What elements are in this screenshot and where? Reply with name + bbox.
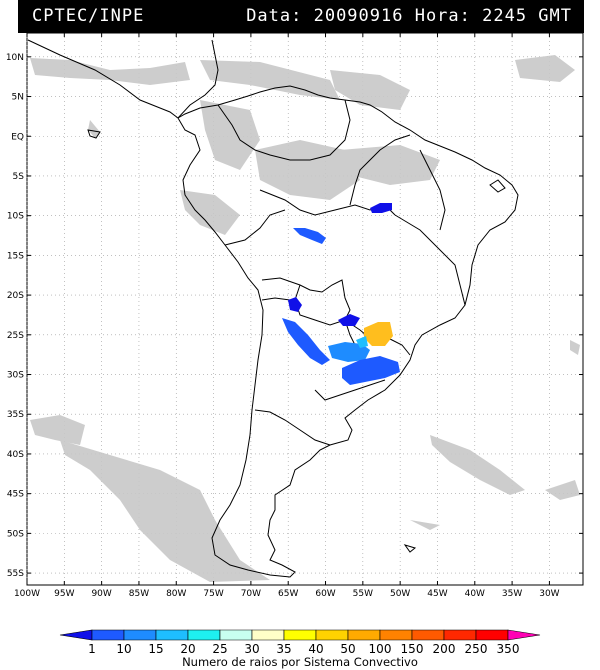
lon-label: 80W (166, 589, 186, 599)
colorbar-segment (507, 629, 541, 641)
colorbar-segment (475, 629, 509, 641)
lat-label: 5N (12, 93, 24, 103)
convective-systems (282, 203, 400, 385)
colorbar-label: 50 (340, 642, 355, 656)
lon-label: 55W (353, 589, 373, 599)
colorbar-label: 35 (276, 642, 291, 656)
colorbar-label: 40 (308, 642, 323, 656)
colorbar-segment (59, 629, 93, 641)
colorbar-label: 100 (369, 642, 392, 656)
colorbar-segment (219, 629, 253, 641)
lon-label: 45W (427, 589, 447, 599)
lat-label: 35S (7, 410, 24, 420)
lat-label: 20S (7, 291, 24, 301)
colorbar-label: 250 (465, 642, 488, 656)
latitude-labels: 10N 5N EQ 5S 10S 15S 20S 25S 30S 35S 40S 45S 50S 55S (6, 53, 24, 579)
colorbar-segment (123, 629, 157, 641)
map-header: CPTEC/INPE Data: 20090916 Hora: 2245 GMT (18, 0, 584, 33)
colorbar-label: 15 (148, 642, 163, 656)
axis-ticks (26, 33, 583, 585)
lon-label: 90W (91, 589, 111, 599)
colorbar-segment (91, 629, 125, 641)
colorbar-segment (347, 629, 381, 641)
map-frame (26, 32, 584, 586)
colorbar-label: 10 (116, 642, 131, 656)
lon-label: 50W (390, 589, 410, 599)
colorbar-label: 150 (401, 642, 424, 656)
colorbar-label: 1 (88, 642, 96, 656)
lon-label: 35W (502, 589, 522, 599)
coastlines (27, 39, 519, 578)
lon-label: 95W (54, 589, 74, 599)
lat-label: 10N (6, 53, 24, 63)
colorbar-segment (283, 629, 317, 641)
colorbar-label: 350 (497, 642, 520, 656)
colorbar-segment (251, 629, 285, 641)
colorbar-segment (315, 629, 349, 641)
lat-label: 10S (7, 212, 24, 222)
colorbar-segment (187, 629, 221, 641)
lon-label: 60W (315, 589, 335, 599)
colorbar-caption: Numero de raios por Sistema Convectivo (182, 655, 418, 669)
lon-label: 85W (129, 589, 149, 599)
colorbar-label: 200 (433, 642, 456, 656)
colorbar-labels: 1 10 15 20 25 30 35 40 50 100 150 200 250 350 (88, 642, 519, 656)
lon-label: 75W (203, 589, 223, 599)
colorbar (59, 629, 541, 641)
colorbar-segment (411, 629, 445, 641)
colorbar-segment (155, 629, 189, 641)
lat-label: 50S (7, 529, 24, 539)
lon-label: 65W (278, 589, 298, 599)
colorbar-segment (379, 629, 413, 641)
lat-label: EQ (11, 132, 24, 142)
colorbar-label: 20 (180, 642, 195, 656)
lat-label: 30S (7, 371, 24, 381)
lon-label: 70W (241, 589, 261, 599)
lat-label: 15S (7, 251, 24, 261)
lon-label: 30W (539, 589, 559, 599)
cloud-cover (30, 55, 580, 582)
lat-label: 40S (7, 450, 24, 460)
colorbar-label: 25 (212, 642, 227, 656)
lat-label: 5S (13, 172, 25, 182)
lon-label: 40W (465, 589, 485, 599)
lat-label: 45S (7, 490, 24, 500)
lat-label: 55S (7, 569, 24, 579)
header-source: CPTEC/INPE (32, 6, 145, 26)
longitude-labels: 100W 95W 90W 85W 80W 75W 70W 65W 60W 55W 50W 45W 40W… (14, 589, 560, 599)
lat-label: 25S (7, 331, 24, 341)
colorbar-label: 30 (244, 642, 259, 656)
lon-label: 100W (14, 589, 40, 599)
header-datetime: Data: 20090916 Hora: 2245 GMT (246, 6, 572, 26)
colorbar-segment (443, 629, 477, 641)
